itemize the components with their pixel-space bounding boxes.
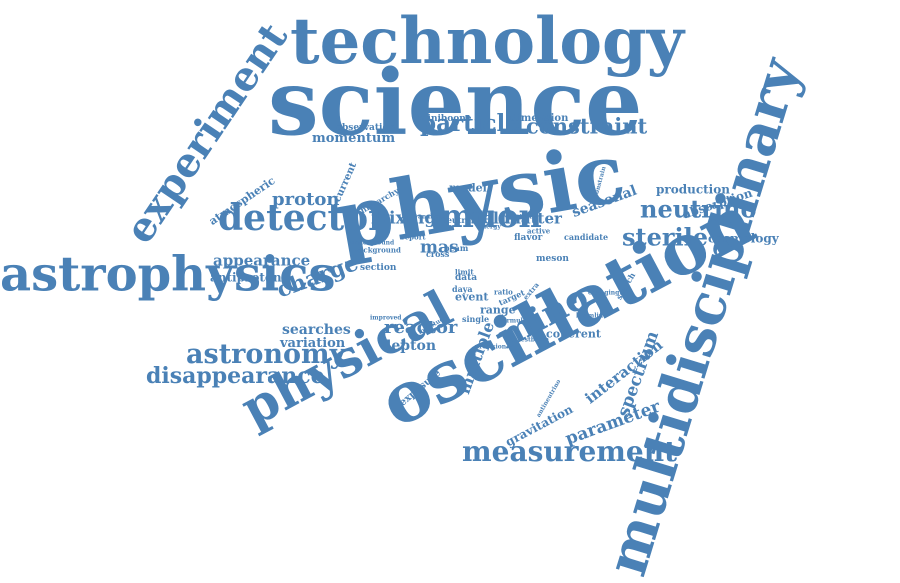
word-testbeam: testbeam: [518, 336, 549, 344]
word-coherent: coherent: [546, 327, 601, 341]
word-matter: matter: [505, 209, 562, 228]
word-beamline: beamline: [576, 312, 607, 320]
word-astronomy: astronomy: [186, 338, 346, 370]
word-background: background: [354, 245, 401, 255]
word-changing: changing: [588, 289, 620, 297]
word-single: single: [462, 313, 490, 324]
word-mixing: mixing: [371, 208, 437, 229]
word-miniboone: miniboone: [418, 113, 472, 124]
word-field: field: [471, 208, 511, 228]
word-proton: proton: [272, 188, 340, 210]
word-event: event: [455, 290, 489, 304]
word-section: section: [360, 262, 397, 273]
word-sterile: sterile: [622, 222, 709, 252]
word-astrophysics: astrophysics: [0, 246, 336, 303]
word-muon: muon: [440, 197, 542, 236]
word-technology: technology: [290, 4, 684, 80]
word-meson: meson: [536, 253, 569, 264]
word-report: report: [401, 232, 426, 242]
word-production: production: [656, 182, 730, 197]
word-appearance: appearance: [213, 251, 311, 270]
word-disappearance: disappearance: [146, 362, 325, 389]
word-particle: particle: [420, 110, 520, 138]
word-lepton: lepton: [386, 338, 436, 355]
word-searches: searches: [282, 322, 351, 339]
word-antiproton: antiproton: [210, 270, 282, 285]
word-formula: formula: [500, 317, 527, 325]
word-flavor: flavor: [514, 232, 543, 243]
word-observation: observation: [336, 122, 396, 133]
word-electron: electron: [506, 213, 534, 221]
word-ratio: ratio: [494, 287, 513, 297]
word-data: data: [455, 272, 478, 283]
word-measurement: measurement: [462, 435, 678, 469]
word-detector: detector: [218, 196, 388, 239]
word-dimension: dimension: [510, 113, 569, 125]
word-daya: daya: [452, 283, 473, 294]
word-cosmology: cosmology: [708, 231, 779, 246]
word-mas: mas: [420, 237, 459, 258]
word-energy: energy: [478, 223, 501, 231]
word-cross: cross: [426, 248, 450, 259]
word-analysis: analysis: [418, 213, 445, 221]
word-candidate: candidate: [564, 231, 609, 242]
word-precision: precision: [475, 343, 507, 351]
word-constraint: constraint: [526, 113, 648, 139]
word-science: science: [268, 49, 643, 156]
word-model: model: [449, 181, 487, 195]
word-momentum: momentum: [312, 130, 396, 146]
word-active: active: [527, 226, 551, 236]
word-improved: improved: [370, 314, 402, 322]
word-range: range: [480, 303, 516, 317]
word-neutrino: neutrino: [640, 194, 757, 224]
word-neutral: neutral: [441, 214, 474, 225]
word-variation: variation: [280, 335, 346, 351]
word-reactor: reactor: [384, 316, 458, 338]
word-limit: limit: [455, 267, 474, 277]
word-beam: beam: [444, 242, 469, 253]
word-underground: underground: [350, 239, 395, 247]
